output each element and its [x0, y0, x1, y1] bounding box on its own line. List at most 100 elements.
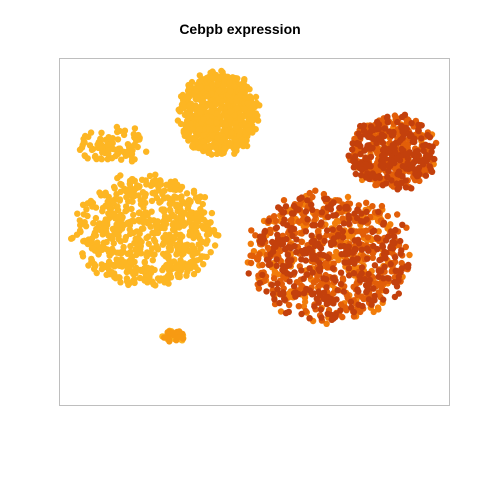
data-point — [308, 201, 315, 208]
data-point — [309, 193, 316, 201]
data-point — [186, 218, 193, 225]
data-point — [99, 208, 106, 215]
data-point — [330, 315, 337, 322]
data-point — [230, 83, 238, 90]
data-point — [108, 250, 115, 257]
data-point — [104, 156, 111, 163]
data-point — [142, 209, 149, 216]
data-point — [197, 194, 204, 201]
data-point — [181, 244, 188, 252]
data-point — [424, 152, 431, 160]
data-point — [348, 227, 355, 235]
data-point — [363, 289, 370, 296]
data-point — [227, 88, 234, 95]
data-point — [276, 236, 283, 244]
data-point — [174, 247, 182, 254]
data-point — [373, 179, 381, 187]
data-point — [111, 210, 118, 217]
data-point — [200, 216, 207, 223]
data-point — [101, 192, 109, 199]
data-point — [167, 274, 175, 281]
data-point — [418, 157, 425, 165]
data-point — [398, 259, 405, 267]
data-point — [414, 148, 421, 155]
data-point — [399, 152, 407, 159]
data-point — [371, 292, 378, 300]
data-point — [410, 165, 417, 172]
data-point — [326, 299, 333, 306]
data-point — [157, 275, 164, 282]
data-point — [359, 302, 366, 310]
data-point — [350, 308, 358, 316]
data-point — [349, 140, 356, 147]
data-point — [86, 142, 94, 149]
data-point — [144, 249, 151, 257]
data-point — [343, 307, 350, 314]
data-point — [290, 202, 298, 210]
data-point — [349, 146, 356, 153]
data-point — [98, 265, 106, 273]
data-point — [254, 117, 262, 124]
data-point — [226, 139, 233, 146]
data-point — [382, 255, 389, 262]
data-point — [316, 233, 323, 241]
data-point — [113, 249, 121, 256]
data-point — [179, 335, 187, 342]
data-point — [209, 75, 216, 82]
data-point — [387, 221, 394, 228]
data-point — [124, 219, 131, 226]
data-point — [336, 197, 343, 204]
data-point — [184, 92, 191, 100]
data-point — [240, 141, 248, 148]
data-point — [330, 212, 337, 219]
data-point — [213, 119, 220, 127]
data-point — [341, 259, 348, 266]
data-point — [375, 135, 382, 142]
data-point — [355, 240, 363, 247]
data-point — [185, 198, 192, 205]
data-point — [186, 102, 193, 109]
data-point — [391, 254, 399, 261]
data-point — [362, 154, 369, 162]
data-point — [357, 122, 364, 130]
data-point — [352, 170, 359, 178]
data-point — [101, 219, 109, 226]
data-point — [312, 187, 319, 194]
data-point — [256, 251, 263, 258]
data-point — [128, 150, 136, 158]
data-point — [184, 87, 192, 95]
data-point — [375, 208, 382, 215]
data-point — [321, 195, 328, 203]
data-point — [273, 256, 280, 263]
data-point — [280, 197, 288, 204]
data-point — [337, 301, 345, 308]
data-point — [378, 202, 386, 210]
data-point — [200, 261, 207, 268]
data-point — [381, 125, 388, 132]
data-point — [263, 256, 271, 263]
data-point — [370, 242, 377, 250]
data-point — [365, 296, 373, 303]
data-point — [177, 120, 185, 128]
data-point — [380, 164, 387, 172]
data-point — [238, 136, 245, 143]
data-point — [116, 196, 124, 203]
data-point — [146, 172, 154, 180]
data-point — [205, 220, 212, 228]
data-point — [395, 168, 403, 175]
data-point — [156, 199, 163, 206]
data-point — [163, 216, 170, 223]
data-point — [375, 273, 382, 280]
data-point — [288, 210, 296, 217]
data-point — [167, 200, 175, 207]
data-point — [266, 226, 274, 233]
data-point — [152, 282, 159, 289]
data-point — [133, 137, 140, 144]
data-point — [380, 133, 388, 140]
data-point — [118, 156, 125, 163]
data-point — [244, 100, 251, 107]
data-point — [136, 242, 143, 249]
data-point — [288, 216, 295, 223]
data-point — [135, 209, 143, 217]
data-point — [327, 239, 335, 246]
